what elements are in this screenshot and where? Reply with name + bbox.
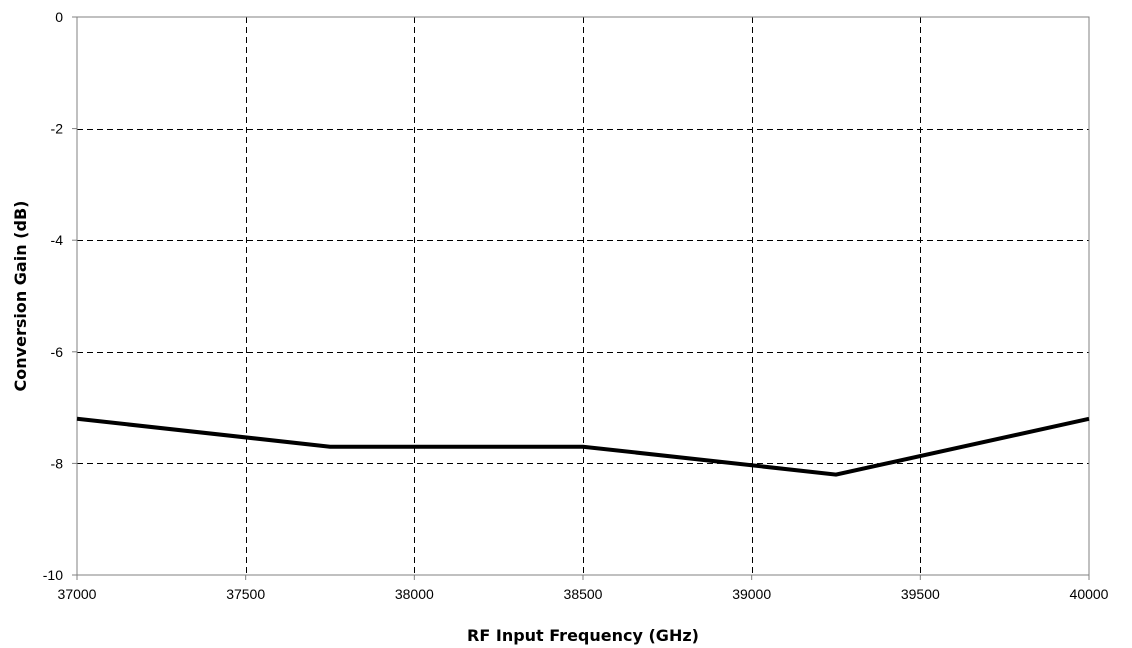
y-axis-title: Conversion Gain (dB) bbox=[11, 201, 30, 392]
x-tick-label: 37000 bbox=[58, 586, 97, 602]
y-tick-label: 0 bbox=[55, 9, 63, 25]
x-tick-label: 37500 bbox=[226, 586, 265, 602]
grid bbox=[77, 17, 1089, 575]
x-tick-label: 38000 bbox=[395, 586, 434, 602]
x-tick-label: 39500 bbox=[901, 586, 940, 602]
series-line bbox=[76, 416, 1090, 477]
series-layer bbox=[76, 416, 1090, 477]
x-tick-label: 39000 bbox=[732, 586, 771, 602]
y-tick-label: -10 bbox=[43, 567, 63, 583]
x-axis-title: RF Input Frequency (GHz) bbox=[467, 626, 699, 645]
x-tick-label: 40000 bbox=[1070, 586, 1109, 602]
x-axis-tick-labels: 37000 37500 38000 38500 39000 39500 40000 bbox=[58, 575, 1109, 602]
y-axis-tick-labels: 0 -2 -4 -6 -8 -10 bbox=[43, 9, 77, 583]
y-tick-label: -2 bbox=[51, 121, 64, 137]
y-tick-label: -4 bbox=[51, 232, 64, 248]
y-tick-label: -6 bbox=[51, 344, 64, 360]
y-tick-label: -8 bbox=[51, 455, 64, 471]
x-tick-label: 38500 bbox=[564, 586, 603, 602]
